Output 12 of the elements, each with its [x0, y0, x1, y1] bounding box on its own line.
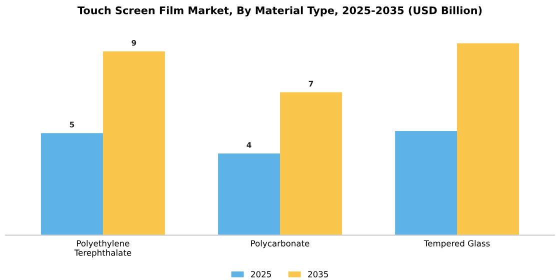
bar: [41, 133, 103, 236]
legend-label: 2035: [308, 271, 328, 278]
bar: [395, 131, 458, 236]
bar: [457, 43, 519, 236]
bar: [218, 154, 280, 236]
x-tick-label: Polyethylene Terephthalate: [74, 240, 132, 258]
x-tick-label: Tempered Glass: [424, 240, 490, 248]
legend-label: 2025: [251, 271, 271, 278]
x-tick-label: Polycarbonate: [251, 240, 310, 248]
bar: [280, 92, 342, 236]
bar: [102, 51, 165, 236]
chart-title: Touch Screen Film Market, By Material Type, 2025-2035 (USD Billion): [78, 6, 482, 16]
